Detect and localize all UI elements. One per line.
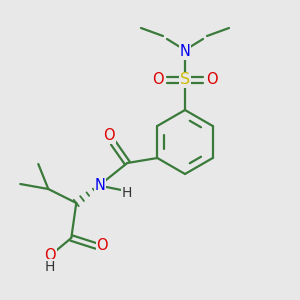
Text: N: N bbox=[180, 44, 190, 59]
Text: N: N bbox=[95, 178, 106, 193]
Text: O: O bbox=[206, 73, 218, 88]
Text: S: S bbox=[180, 73, 190, 88]
Text: O: O bbox=[103, 128, 115, 143]
Text: H: H bbox=[122, 186, 133, 200]
Text: O: O bbox=[97, 238, 108, 253]
Text: H: H bbox=[45, 260, 56, 274]
Text: O: O bbox=[44, 248, 56, 263]
Text: O: O bbox=[152, 73, 164, 88]
